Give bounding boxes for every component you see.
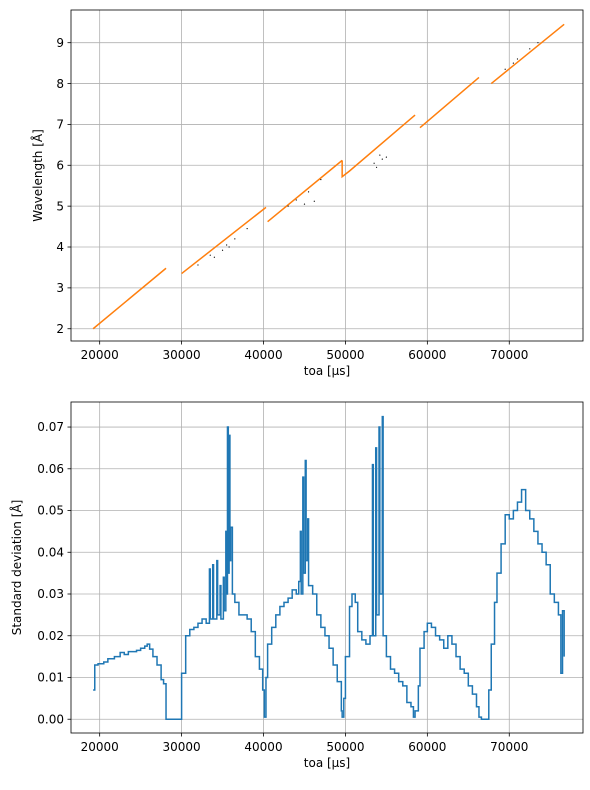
scatter-point <box>226 244 228 246</box>
scatter-point <box>516 58 519 60</box>
scatter-point <box>385 156 387 158</box>
series-line-segment <box>490 23 565 85</box>
y-tick-label: 0.06 <box>37 462 64 476</box>
scatter-point <box>287 205 289 207</box>
scatter-point <box>228 246 230 248</box>
series-line-segment <box>267 159 343 223</box>
y-tick-label: 0.04 <box>37 545 64 559</box>
x-tick-label: 70000 <box>490 740 528 754</box>
scatter-point <box>313 200 315 202</box>
x-tick-label: 30000 <box>162 740 200 754</box>
x-tick-label: 50000 <box>326 740 364 754</box>
scatter-point <box>375 166 378 168</box>
y-tick-label: 5 <box>56 199 64 213</box>
y-axis-label: Standard deviation [Å] <box>9 500 24 636</box>
data-layer <box>93 415 565 720</box>
axes-frame <box>70 9 584 342</box>
axes-frame <box>70 401 584 734</box>
scatter-point <box>504 68 506 70</box>
scatter-point <box>512 62 514 64</box>
scatter-point <box>209 254 211 256</box>
scatter-point <box>303 203 306 205</box>
x-axis-label: toa [µs] <box>304 756 350 770</box>
y-tick-label: 2 <box>56 322 64 336</box>
x-tick-label: 40000 <box>244 348 282 362</box>
y-tick-label: 4 <box>56 240 64 254</box>
y-tick-label: 0.01 <box>37 671 64 685</box>
x-tick-label: 30000 <box>162 348 200 362</box>
x-tick-label: 60000 <box>408 348 446 362</box>
scatter-point <box>381 158 383 160</box>
y-tick-label: 0.02 <box>37 629 64 643</box>
scatter-point <box>197 264 199 266</box>
y-tick-label: 0.07 <box>37 420 64 434</box>
y-tick-label: 9 <box>56 36 64 50</box>
x-tick-label: 50000 <box>326 348 364 362</box>
scatter-point <box>307 191 310 193</box>
scatter-point <box>529 48 531 50</box>
scatter-point <box>221 249 224 251</box>
y-tick-label: 6 <box>56 158 64 172</box>
data-layer <box>92 23 565 330</box>
x-tick-label: 70000 <box>490 348 528 362</box>
scatter-point <box>537 42 539 44</box>
series-line-segment <box>181 206 267 275</box>
scatter-point <box>373 162 375 164</box>
scatter-point <box>234 238 236 240</box>
scatter-point <box>246 228 248 230</box>
x-axis-label: toa [µs] <box>304 364 350 378</box>
series-line-segment <box>92 267 167 330</box>
x-tick-label: 60000 <box>408 740 446 754</box>
x-tick-label: 40000 <box>244 740 282 754</box>
series-line-segment <box>419 76 480 129</box>
x-tick-label: 20000 <box>81 740 119 754</box>
x-tick-label: 20000 <box>81 348 119 362</box>
wavelength-plot: 20000 30000 40000 50000 60000 70000 2 3 4 5 6 7 8 9 to… <box>30 9 584 378</box>
y-tick-label: 8 <box>56 77 64 91</box>
scatter-point <box>295 199 297 201</box>
y-tick-label: 3 <box>56 281 64 295</box>
scatter-point <box>213 256 215 258</box>
y-axis-label: Wavelength [Å] <box>30 129 45 222</box>
std-deviation-plot: 20000 30000 40000 50000 60000 70000 0.00 0.01 0.… <box>9 401 584 770</box>
series-line <box>93 415 565 720</box>
series-line-segment <box>341 114 416 179</box>
y-tick-label: 0.05 <box>37 504 64 518</box>
scatter-point <box>320 178 322 181</box>
y-tick-label: 0.00 <box>37 712 64 726</box>
scatter-point <box>379 154 381 156</box>
y-tick-label: 0.03 <box>37 587 64 601</box>
y-tick-label: 7 <box>56 118 64 132</box>
